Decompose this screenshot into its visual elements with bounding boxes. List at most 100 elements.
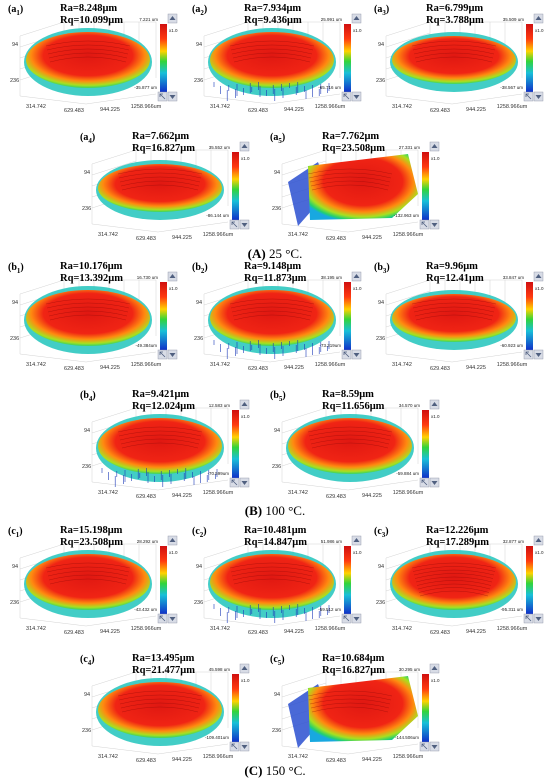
height-map-surface [390,550,518,618]
x-axis-tick-label: 1258.966um [497,104,528,110]
colorbar-min-label: -38.567 um [500,85,523,90]
height-map-surface [208,550,336,623]
shrink-icon[interactable] [523,613,534,624]
x-axis-tick-label: 944.225 [172,493,192,499]
x-axis-tick-label: 314.742 [98,490,118,496]
shrink-icon[interactable] [157,613,168,624]
x-axis-tick-label: 629.483 [326,236,346,242]
y-axis-tick-label: 236 [82,728,91,734]
arrow-up-icon[interactable] [429,399,440,410]
x-axis-tick-label: 314.742 [210,104,230,110]
arrow-down-icon[interactable] [239,477,250,488]
x-axis-tick-label: 314.742 [210,362,230,368]
shrink-icon[interactable] [419,219,430,230]
shrink-icon[interactable] [419,477,430,488]
surface-plot: 314.742 629.483 944.225 1258.966um 94 236 34.5… [272,399,440,500]
arrow-down-icon[interactable] [533,613,544,624]
colorbar-min-label: -70.599um [207,471,229,476]
arrow-down-icon[interactable] [239,219,250,230]
rq-value: Rq=16.827μm [132,143,195,154]
surface-plot-panel: 314.742 629.483 944.225 1258.966um 94 236 27.3… [268,131,440,244]
arrow-up-icon[interactable] [351,271,362,282]
x-axis-tick-label: 1258.966um [315,626,346,632]
arrow-up-icon[interactable] [167,535,178,546]
arrow-up-icon[interactable] [533,271,544,282]
arrow-down-icon[interactable] [351,613,362,624]
x-axis-tick-label: 629.483 [326,494,346,500]
arrow-down-icon[interactable] [429,477,440,488]
colorbar-max-label: 35.509 um [503,17,525,22]
arrow-up-icon[interactable] [429,141,440,152]
y-axis-tick-label: 236 [194,600,203,606]
x-axis-tick-label: 944.225 [362,235,382,241]
rq-value: Rq=12.41μm [426,273,484,284]
arrow-up-icon[interactable] [533,13,544,24]
colorbar-scale-label: x1.0 [535,286,544,291]
surface-plot: 314.742 629.483 944.225 1258.966um 94 236 45.5… [82,663,250,764]
x-axis-tick-label: 944.225 [466,365,486,371]
y-axis-tick-label: 236 [272,728,281,734]
arrow-down-icon[interactable] [239,741,250,752]
shrink-icon[interactable] [157,91,168,102]
colorbar-scale-label: x1.0 [169,28,178,33]
colorbar-min-label: -95.311 um [501,607,524,612]
arrow-down-icon[interactable] [429,741,440,752]
arrow-up-icon[interactable] [239,663,250,674]
panel-label: (c4) [80,654,95,667]
arrow-up-icon[interactable] [351,13,362,24]
arrow-down-icon[interactable] [351,91,362,102]
ra-value: Ra=9.421μm [132,389,190,400]
arrow-up-icon[interactable] [533,535,544,546]
shrink-icon[interactable] [229,477,240,488]
colorbar-scale-label: x1.0 [535,28,544,33]
shrink-icon[interactable] [523,91,534,102]
x-axis-tick-label: 944.225 [284,365,304,371]
arrow-up-icon[interactable] [167,271,178,282]
x-axis-tick-label: 1258.966um [393,232,424,238]
ra-value: Ra=15.198μm [60,525,123,536]
arrow-up-icon[interactable] [351,535,362,546]
shrink-icon[interactable] [341,91,352,102]
x-axis-tick-label: 1258.966um [131,362,162,368]
arrow-down-icon[interactable] [167,91,178,102]
shrink-icon[interactable] [229,219,240,230]
arrow-down-icon[interactable] [533,349,544,360]
arrow-up-icon[interactable] [239,399,250,410]
y-axis-tick-label: 236 [82,206,91,212]
x-axis-tick-label: 944.225 [362,493,382,499]
shrink-icon[interactable] [341,613,352,624]
arrow-down-icon[interactable] [167,349,178,360]
surface-plot: 314.742 629.483 944.225 1258.966um 94 236 30.2… [272,663,440,764]
colorbar-max-label: 35.552 um [209,145,231,150]
colorbar [422,674,429,742]
x-axis-tick-label: 1258.966um [393,490,424,496]
shrink-icon[interactable] [157,349,168,360]
arrow-up-icon[interactable] [429,663,440,674]
panel-label: (b2) [192,262,208,275]
panel-label: (c2) [192,526,207,539]
arrow-down-icon[interactable] [167,613,178,624]
y-axis-tick-label: 94 [84,692,90,698]
shrink-icon[interactable] [341,349,352,360]
arrow-up-icon[interactable] [239,141,250,152]
shrink-icon[interactable] [229,741,240,752]
shrink-icon[interactable] [523,349,534,360]
y-axis-tick-label: 94 [274,692,280,698]
colorbar-max-label: 25.991 um [321,17,343,22]
x-axis-tick-label: 1258.966um [497,362,528,368]
ra-value: Ra=8.59μm [322,389,374,400]
group-caption: (C) 150 °C. [244,763,306,778]
arrow-down-icon[interactable] [429,219,440,230]
x-axis-tick-label: 314.742 [392,362,412,368]
colorbar-max-label: 32.877 um [503,539,525,544]
arrow-down-icon[interactable] [533,91,544,102]
arrow-up-icon[interactable] [167,13,178,24]
x-axis-tick-label: 944.225 [172,757,192,763]
roughness-stats: Ra=8.248μm Rq=10.099μm [60,3,123,27]
y-axis-tick-label: 94 [196,564,202,570]
shrink-icon[interactable] [419,741,430,752]
x-axis-tick-label: 629.483 [248,366,268,372]
arrow-down-icon[interactable] [351,349,362,360]
rq-value: Rq=11.656μm [322,401,385,412]
rq-value: Rq=14.847μm [244,537,307,548]
